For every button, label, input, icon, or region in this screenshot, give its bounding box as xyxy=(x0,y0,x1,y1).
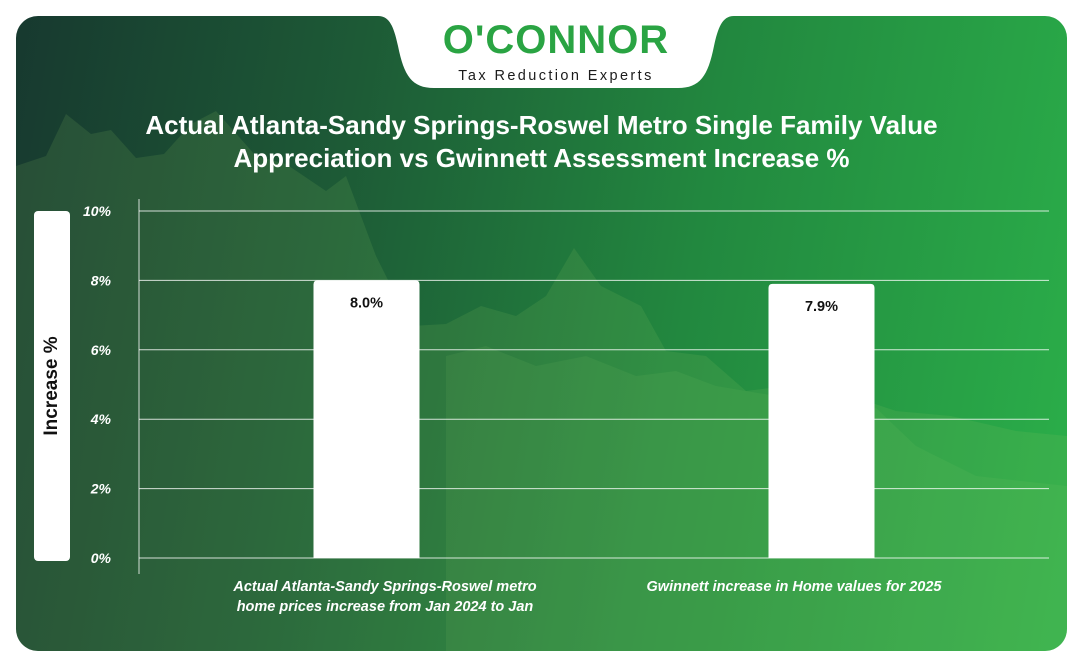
y-tick-label: 0% xyxy=(91,550,112,566)
brand-name: O'CONNOR xyxy=(442,18,670,62)
y-tick-label: 10% xyxy=(83,203,112,219)
chart-title-line-1: Actual Atlanta-Sandy Springs-Roswel Metr… xyxy=(145,110,938,140)
x-category-label-2-line-1: Gwinnett increase in Home values for 202… xyxy=(646,579,942,595)
x-category-label-1: Actual Atlanta-Sandy Springs-Roswel metr… xyxy=(205,577,565,617)
bar-chart: 0% 2% 4% 6% 8% 10% 8.0% 7.9% xyxy=(83,199,1049,574)
y-tick-label: 8% xyxy=(91,272,112,288)
x-category-label-1-line-2: home prices increase from Jan 2024 to Ja… xyxy=(236,599,534,615)
bar xyxy=(313,280,420,558)
brand-tagline: Tax Reduction Experts xyxy=(458,68,654,84)
bar-data-label: 8.0% xyxy=(350,295,383,311)
x-category-label-1-line-1: Actual Atlanta-Sandy Springs-Roswel metr… xyxy=(233,579,537,595)
bar-data-label: 7.9% xyxy=(805,299,838,315)
chart-title-line-2: Appreciation vs Gwinnett Assessment Incr… xyxy=(233,143,850,173)
y-tick-label: 4% xyxy=(90,411,112,427)
chart-card: O'CONNOR Tax Reduction Experts Actual At… xyxy=(16,16,1067,651)
y-axis-label-box: Increase % xyxy=(34,211,70,561)
bar xyxy=(768,283,875,558)
y-tick-label: 2% xyxy=(90,481,112,497)
chart-title: Actual Atlanta-Sandy Springs-Roswel Metr… xyxy=(16,109,1067,175)
y-tick-label: 6% xyxy=(91,342,112,358)
x-category-label-2: Gwinnett increase in Home values for 202… xyxy=(614,577,974,597)
brand-logo: O'CONNOR Tax Reduction Experts xyxy=(378,16,734,88)
